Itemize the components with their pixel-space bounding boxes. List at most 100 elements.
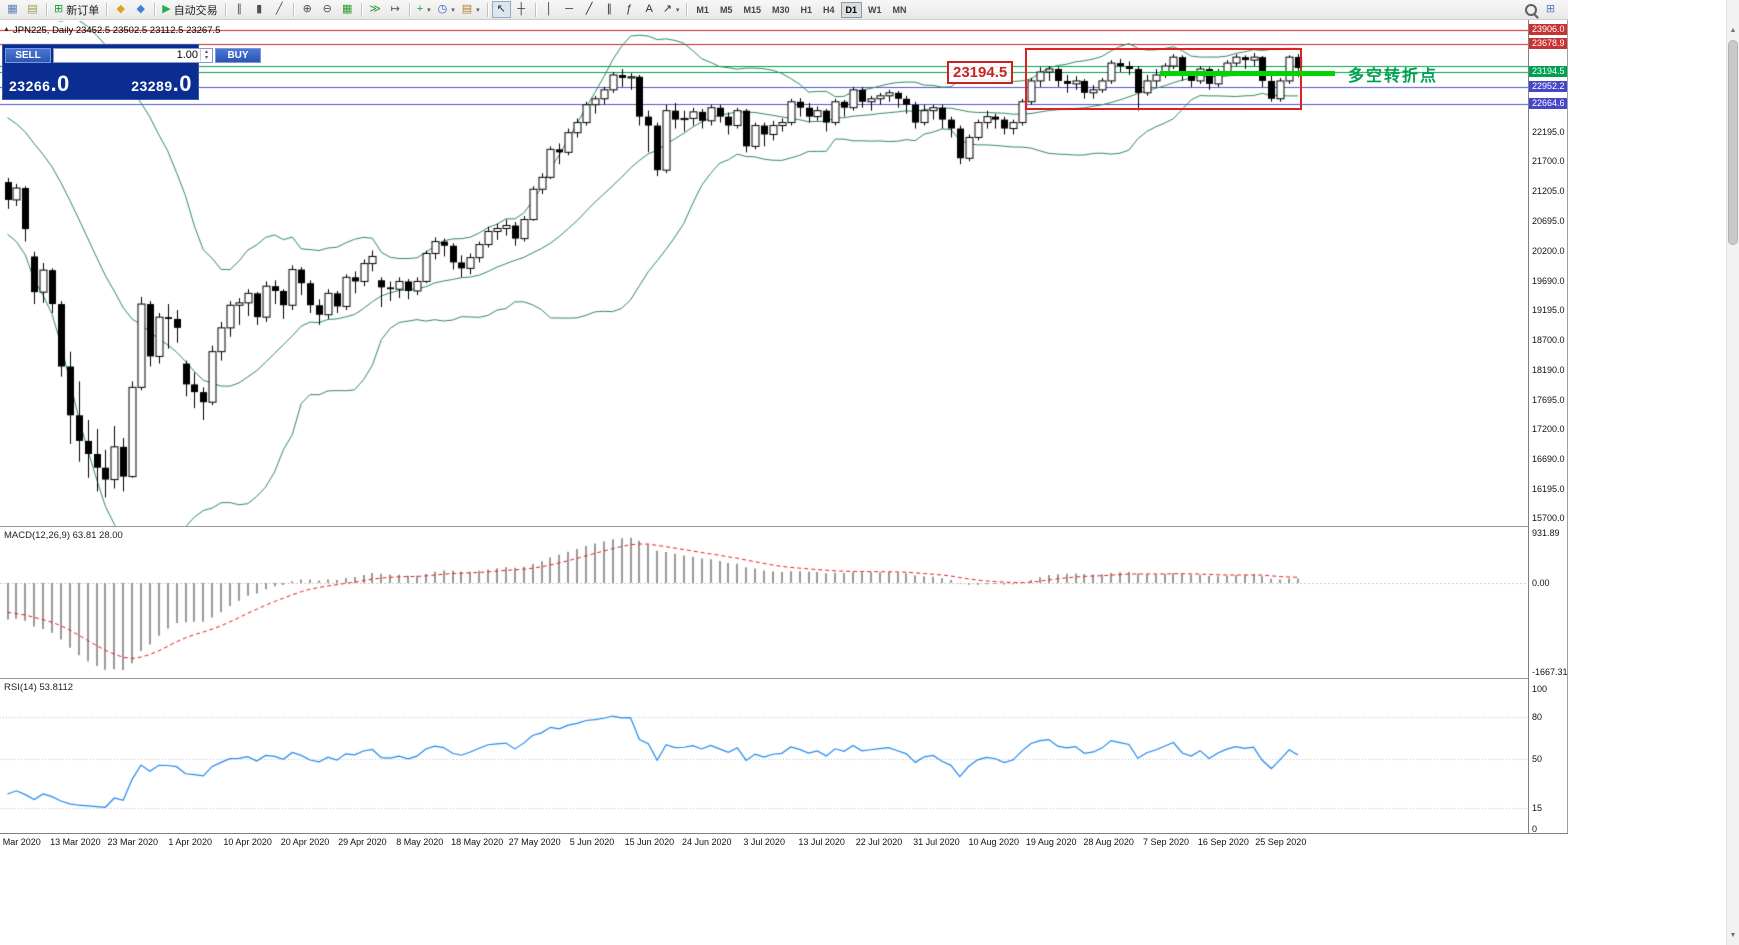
timeframe-h1-button[interactable]: H1 [795,2,817,18]
date-axis-label: 29 Apr 2020 [338,837,387,847]
toolbar-separator [686,2,688,17]
rsi-axis-tick: 100 [1532,684,1548,694]
fibonacci-button[interactable]: ƒ [620,1,639,18]
new-order-button[interactable]: ⊞ 新订单 [51,1,102,18]
toolbar-separator [224,2,226,17]
rsi-axis-tick: 15 [1532,803,1543,813]
periods-button[interactable]: ◷ ▾ [435,1,458,18]
indicators-button[interactable]: + ▾ [414,1,434,18]
signals-button[interactable]: ◆ [131,1,150,18]
price-line-tag: 22664.6 [1529,97,1567,109]
timeframe-m30-button[interactable]: M30 [767,2,795,18]
volume-field: ▴ ▾ [53,47,213,63]
zoom-out-icon: ⊖ [322,3,332,15]
toolbar-separator [292,2,294,17]
arrows-button[interactable]: ↗ ▾ [660,1,683,18]
autotrading-icon: ▶ [162,3,171,15]
line-chart-button[interactable]: ╱ [270,1,289,18]
scrollbar-thumb[interactable] [1728,40,1738,245]
caret-down-icon: ▾ [675,6,680,14]
timeframe-mn-button[interactable]: MN [888,2,912,18]
caret-down-icon: ▾ [476,6,480,14]
timeframe-m15-button[interactable]: M15 [738,2,766,18]
macd-axis-tick: -1667.31 [1532,667,1568,677]
volume-input[interactable] [54,49,200,61]
periods-icon: ◷ [437,3,448,15]
signals-icon: ◆ [136,3,145,15]
date-axis-label: 22 Jul 2020 [855,837,903,847]
date-axis[interactable]: 4 Mar 2020 13 Mar 2020 23 Mar 2020 1 Apr 20… [0,833,1568,853]
timeframe-d1-button[interactable]: D1 [840,1,863,18]
price-line-tag: 23678.9 [1529,37,1567,49]
price-line-tag: 23194.5 [1529,66,1567,78]
text-icon: A [645,3,653,15]
sell-button[interactable]: SELL [5,47,51,63]
autotrading-button[interactable]: ▶ 自动交易 [159,1,220,18]
add-chart-button[interactable]: ⊞ [1541,1,1560,18]
crosshair-button[interactable]: ┼ [512,1,531,18]
panel-separator-macd[interactable] [0,526,1528,528]
templates-button[interactable]: ▤ ▾ [459,1,483,18]
market-button[interactable]: ◆ [111,1,130,18]
caret-down-icon: ▾ [427,6,431,14]
channel-button[interactable]: ∥ [600,1,619,18]
buy-button[interactable]: BUY [215,47,261,63]
date-axis-label: 15 Jun 2020 [624,837,675,847]
bar-chart-button[interactable]: ∥ [230,1,249,18]
scrollbar-down-button[interactable]: ▼ [1729,932,1737,939]
page-scrollbar: ▲ ▼ [1726,0,1739,945]
timeframe-h4-button[interactable]: H4 [818,2,840,18]
candlestick-chart-button[interactable]: ▮ [250,1,269,18]
price-axis-tick: 21700.0 [1532,156,1565,167]
horizontal-line-button[interactable]: ─ [560,1,579,18]
new-chart-button[interactable]: ▦ [3,1,22,18]
toolbar-separator [46,2,47,17]
date-axis-label: 10 Apr 2020 [223,837,272,847]
trendline-button[interactable]: ╱ [580,1,599,18]
price-line-tag: 23906.0 [1529,24,1567,35]
zoom-out-button[interactable]: ⊖ [318,1,337,18]
channel-icon: ∥ [606,3,612,15]
candlestick-chart-icon: ▮ [256,3,263,15]
search-button[interactable] [1521,1,1540,18]
date-axis-label: 27 May 2020 [508,837,561,847]
line-chart-icon: ╱ [275,3,283,15]
toolbar: ▦ ▤ ⊞ 新订单 ◆ ◆ ▶ 自动交易 ∥ ▮ ╱ ⊕ ⊖ ▦ ≫ ↦ + ▾ ◷ ▾ ▤ ▾ ↖ ┼ │ ─ ╱ ∥ ƒ A ↗ ▾ M1 M… [0,0,1568,20]
scrollbar-up-button[interactable]: ▲ [1729,27,1737,34]
zoom-in-icon: ⊕ [302,3,312,15]
auto-scroll-icon: ≫ [369,3,381,15]
new-chart-icon: ▦ [7,3,18,15]
rsi-axis-tick: 50 [1532,754,1543,764]
highlight-box [1025,48,1302,110]
zoom-in-button[interactable]: ⊕ [298,1,317,18]
vertical-line-button[interactable]: │ [540,1,559,18]
profiles-button[interactable]: ▤ [23,1,42,18]
auto-scroll-button[interactable]: ≫ [366,1,385,18]
date-axis-label: 10 Aug 2020 [968,837,1020,847]
one-click-collapse-icon[interactable]: ▲ [3,26,10,33]
date-axis-label: 4 Mar 2020 [0,837,41,847]
text-button[interactable]: A [640,1,659,18]
volume-up-button[interactable]: ▴ [204,49,208,55]
date-axis-label: 13 Jul 2020 [798,837,845,847]
timeframe-m1-button[interactable]: M1 [691,2,714,18]
toolbar-separator [106,2,108,17]
price-axis[interactable]: 22195.0 21700.0 21205.0 20695.0 20200.0 19690… [1528,20,1568,834]
chart-shift-button[interactable]: ↦ [386,1,405,18]
timeframe-m5-button[interactable]: M5 [715,2,738,18]
price-callout: 23194.5 [947,61,1014,84]
chart-canvas[interactable] [0,21,1528,851]
price-line-tag: 22952.2 [1529,80,1567,92]
indicators-icon: + [416,3,424,15]
tile-windows-button[interactable]: ▦ [338,1,357,18]
cursor-button[interactable]: ↖ [491,1,511,18]
rsi-axis-tick: 80 [1532,712,1543,722]
panel-separator-rsi[interactable] [0,678,1528,680]
toolbar-separator [534,2,536,17]
date-axis-label: 16 Sep 2020 [1197,837,1249,847]
volume-down-button[interactable]: ▾ [204,55,208,61]
autotrading-button-label: 自动交易 [173,4,218,17]
timeframe-w1-button[interactable]: W1 [863,2,887,18]
date-axis-label: 23 Mar 2020 [107,837,159,847]
date-axis-label: 28 Aug 2020 [1083,837,1134,847]
